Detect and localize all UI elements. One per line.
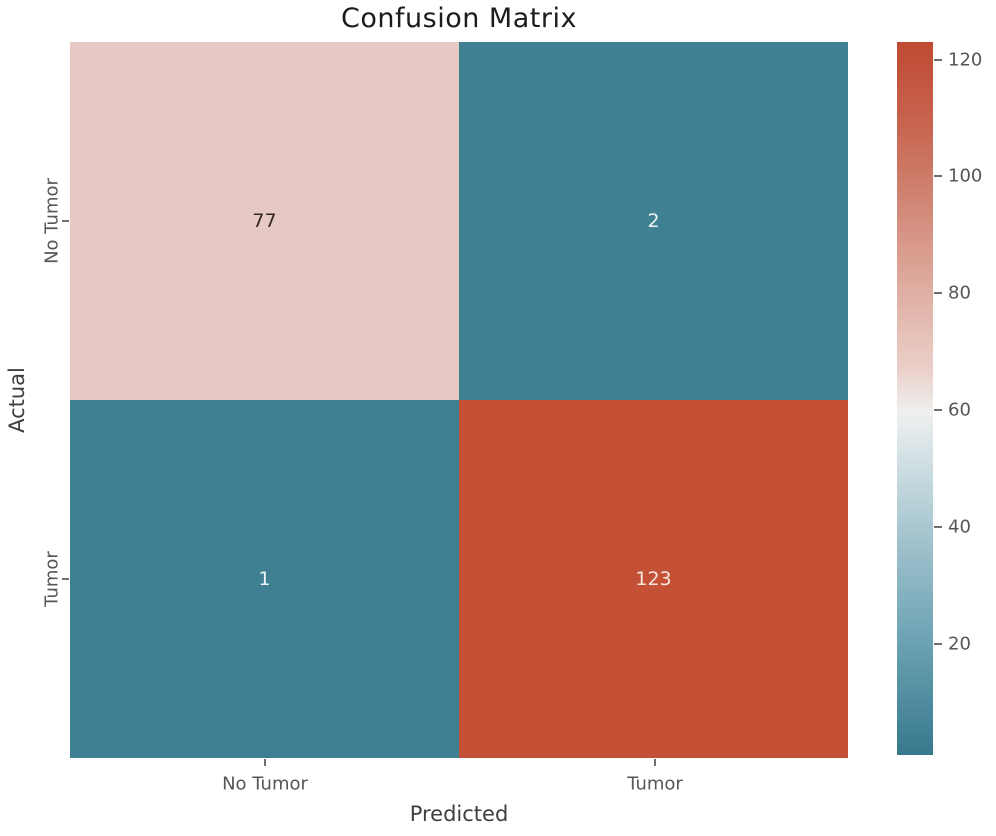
colorbar-tick-mark: [934, 175, 942, 178]
y-tick-label-tumor: Tumor: [41, 551, 63, 607]
chart-title: Confusion Matrix: [341, 3, 577, 34]
cell-value: 77: [252, 210, 277, 232]
colorbar-tick-label: 20: [948, 633, 971, 655]
cell-value: 1: [258, 568, 271, 590]
y-tick-mark: [62, 220, 69, 222]
x-tick-label-no-tumor: No Tumor: [222, 773, 308, 795]
colorbar-tick-label: 80: [948, 282, 971, 304]
colorbar-tick-label: 120: [948, 49, 983, 71]
cell-value: 123: [635, 568, 672, 590]
colorbar-tick-label: 40: [948, 516, 971, 538]
colorbar-tick-mark: [934, 642, 942, 645]
y-tick-label-no-tumor: No Tumor: [41, 178, 63, 264]
x-axis-label: Predicted: [409, 802, 509, 826]
colorbar-tick-mark: [934, 58, 942, 61]
heatmap-cell-actual-tumor-pred-tumor: 123: [459, 400, 848, 758]
cell-value: 2: [647, 210, 660, 232]
y-tick-mark: [62, 578, 69, 580]
heatmap-cell-actual-no-tumor-pred-tumor: 2: [459, 42, 848, 400]
heatmap-cell-actual-tumor-pred-no-tumor: 1: [70, 400, 459, 758]
x-tick-label-tumor: Tumor: [627, 773, 683, 795]
colorbar-gradient: [897, 42, 933, 755]
colorbar-tick-label: 60: [948, 399, 971, 421]
colorbar-tick-mark: [934, 526, 942, 529]
colorbar-tick-mark: [934, 292, 942, 295]
x-tick-mark: [654, 759, 656, 766]
colorbar-tick-label: 100: [948, 165, 983, 187]
x-tick-mark: [264, 759, 266, 766]
colorbar-tick-mark: [934, 409, 942, 412]
heatmap-cell-actual-no-tumor-pred-no-tumor: 77: [70, 42, 459, 400]
heatmap-plot: 77 2 1 123: [70, 42, 848, 758]
y-axis-label: Actual: [5, 367, 29, 433]
